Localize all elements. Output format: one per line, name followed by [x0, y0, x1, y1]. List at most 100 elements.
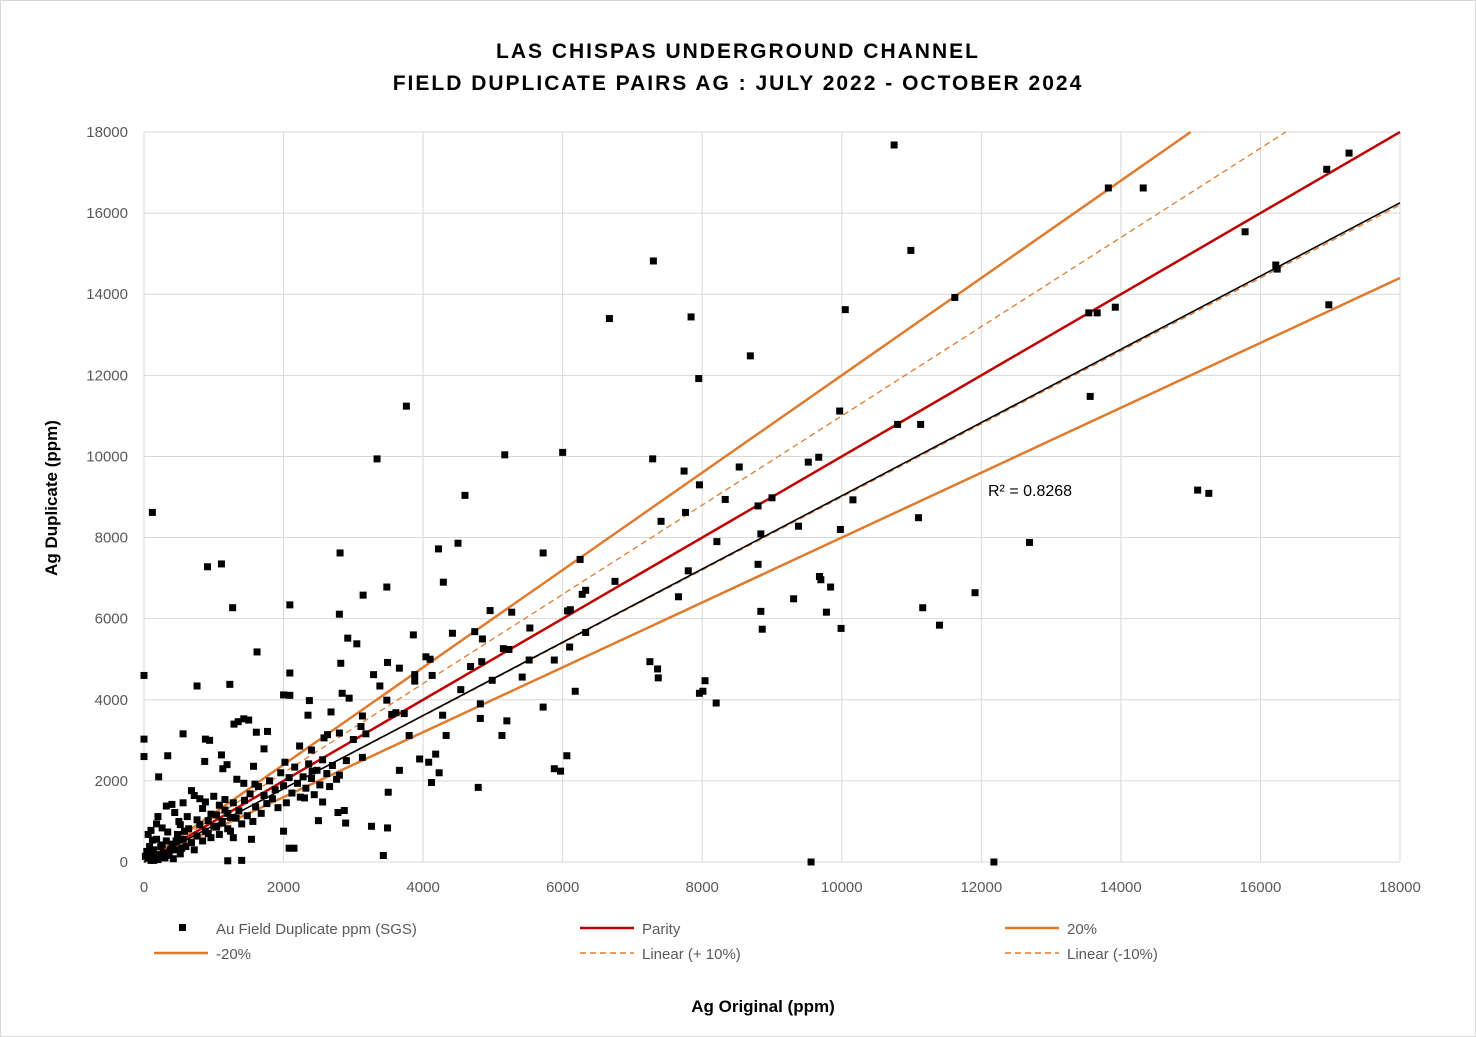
data-point: [201, 757, 209, 765]
data-point: [582, 628, 590, 636]
data-point: [238, 820, 246, 828]
data-point: [367, 822, 375, 830]
data-point: [508, 608, 516, 616]
data-point: [358, 753, 366, 761]
data-point: [164, 828, 172, 836]
data-point: [474, 783, 482, 791]
data-point: [238, 856, 246, 864]
data-point: [411, 677, 419, 685]
data-point: [344, 634, 352, 642]
data-point: [790, 595, 798, 603]
data-point: [526, 624, 534, 632]
x-tick-label: 18000: [1379, 879, 1421, 896]
data-point: [402, 402, 410, 410]
data-point: [263, 800, 271, 808]
data-point: [384, 824, 392, 832]
data-point: [701, 677, 709, 685]
line-linear-10: [143, 131, 1287, 863]
data-point: [336, 549, 344, 557]
data-point: [383, 696, 391, 704]
data-point: [1085, 309, 1093, 317]
data-point: [140, 735, 148, 743]
data-point: [210, 822, 218, 830]
data-point: [187, 839, 195, 847]
data-point: [1104, 184, 1112, 192]
data-point: [990, 858, 998, 866]
data-point: [919, 604, 927, 612]
data-point: [246, 790, 254, 798]
data-point: [294, 779, 302, 787]
data-point: [373, 455, 381, 463]
data-point: [338, 689, 346, 697]
data-point: [290, 844, 298, 852]
data-point: [204, 817, 212, 825]
data-point: [384, 658, 392, 666]
data-point: [158, 824, 166, 832]
data-point: [226, 680, 234, 688]
data-point: [296, 793, 304, 801]
data-point: [427, 779, 435, 787]
y-tick-label: 8000: [95, 530, 128, 547]
data-point: [395, 664, 403, 672]
data-point: [285, 844, 293, 852]
data-point: [308, 767, 316, 775]
data-point: [320, 734, 328, 742]
data-point: [179, 730, 187, 738]
data-point: [249, 817, 257, 825]
data-point: [240, 779, 248, 787]
data-point: [822, 608, 830, 616]
data-point: [171, 809, 179, 817]
data-point: [327, 708, 335, 716]
data-point: [384, 788, 392, 796]
data-point: [147, 849, 155, 857]
data-point: [713, 538, 721, 546]
data-point: [310, 791, 318, 799]
data-point: [539, 703, 547, 711]
chart-title-line1: LAS CHISPAS UNDERGROUND CHANNEL: [496, 40, 980, 63]
data-point: [199, 804, 207, 812]
data-point: [280, 827, 288, 835]
data-point: [426, 655, 434, 663]
data-point: [917, 420, 925, 428]
data-point: [173, 830, 181, 838]
data-point: [210, 792, 218, 800]
data-point: [837, 624, 845, 632]
data-point: [907, 246, 915, 254]
data-point: [299, 773, 307, 781]
data-point: [457, 686, 465, 694]
data-point: [234, 718, 242, 726]
data-point: [501, 451, 509, 459]
data-point: [229, 604, 237, 612]
data-point: [827, 583, 835, 591]
data-point: [654, 665, 662, 673]
data-point: [349, 736, 357, 744]
y-tick-label: 4000: [95, 692, 128, 709]
data-point: [147, 826, 155, 834]
data-point: [286, 601, 294, 609]
data-point: [201, 798, 209, 806]
x-tick-label: 14000: [1100, 879, 1142, 896]
data-point: [550, 765, 558, 773]
data-point: [1323, 165, 1331, 173]
data-point: [260, 745, 268, 753]
data-point: [266, 777, 274, 785]
x-tick-label: 6000: [546, 879, 579, 896]
data-point: [559, 448, 567, 456]
data-point: [1025, 538, 1033, 546]
x-tick-label: 4000: [406, 879, 439, 896]
data-point: [229, 834, 237, 842]
data-point: [754, 502, 762, 510]
data-point: [215, 801, 223, 809]
data-point: [196, 795, 204, 803]
data-point: [153, 820, 161, 828]
data-point: [155, 773, 163, 781]
data-point: [467, 663, 475, 671]
data-point: [684, 567, 692, 575]
data-point: [566, 643, 574, 651]
data-point: [143, 847, 151, 855]
data-point: [180, 827, 188, 835]
data-point: [281, 758, 289, 766]
data-point: [153, 835, 161, 843]
data-point: [337, 659, 345, 667]
legend-marker-points: [179, 924, 186, 931]
